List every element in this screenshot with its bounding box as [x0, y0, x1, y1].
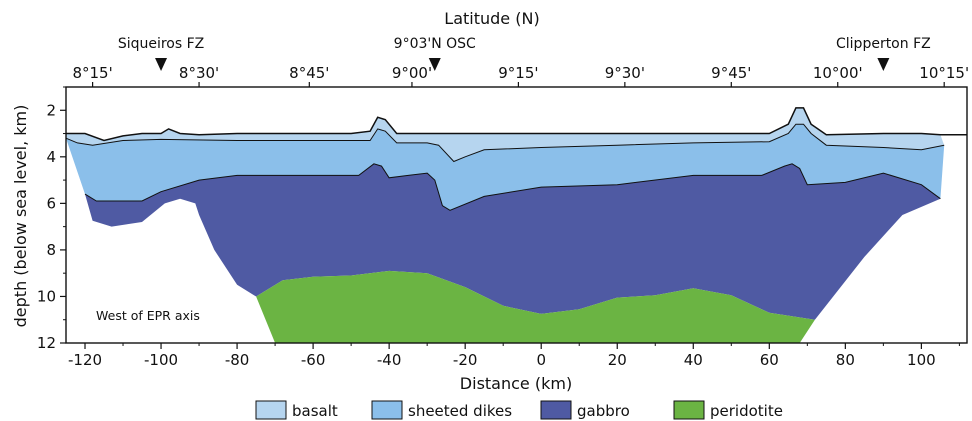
top-tick-label: 8°45': [289, 64, 329, 82]
y-tick-label: 12: [37, 334, 56, 352]
boundary-dikes-top: [65, 123, 945, 163]
top-tick-label: 9°00': [392, 64, 432, 82]
feature-triangle-icon: [877, 58, 890, 71]
top-tick-labels: 8°15' 8°30' 8°45' 9°00' 9°15' 9°30' 9°45' 10°00…: [72, 64, 969, 87]
x-tick-label: 20: [608, 351, 627, 369]
top-tick-label: 8°15': [72, 64, 112, 82]
x-axis-title: Distance (km): [460, 374, 572, 393]
x-axis: -120 -100 -80 -60 -40 -20 0 20 40 60 80 100: [68, 343, 960, 369]
top-tick-label: 9°45': [711, 64, 751, 82]
annotation-west-of-epr: West of EPR axis: [96, 308, 200, 323]
feature-label: Siqueiros FZ: [118, 36, 204, 52]
top-axis-title: Latitude (N): [444, 9, 539, 28]
legend: basalt sheeted dikes gabbro peridotite: [255, 400, 783, 420]
top-tick-label: 8°30': [179, 64, 219, 82]
y-tick-label: 2: [46, 101, 56, 119]
x-tick-label: -40: [377, 351, 402, 369]
legend-swatch: [371, 400, 403, 420]
legend-label: basalt: [292, 402, 338, 420]
legend-label: gabbro: [577, 402, 630, 420]
x-tick-label: 60: [760, 351, 779, 369]
feature-markers: Siqueiros FZ 9°03'N OSC Clipperton FZ: [118, 36, 931, 71]
x-tick-label: 100: [907, 351, 936, 369]
top-tick-label: 9°15': [498, 64, 538, 82]
top-axis: Latitude (N) 8°15' 8°30' 8°45' 9°00' 9°15' 9°…: [72, 9, 969, 87]
feature-triangle-icon: [155, 58, 168, 71]
boundary-seafloor: [66, 107, 967, 142]
plot-frame: [65, 86, 968, 344]
legend-label: sheeted dikes: [408, 402, 512, 420]
layer-gabbro: [85, 163, 941, 320]
layer-basalt: [66, 107, 945, 162]
top-tick-label: 10°00': [813, 64, 863, 82]
layer-areas: [66, 107, 945, 343]
legend-label: peridotite: [710, 402, 783, 420]
x-tick-label: -100: [144, 351, 178, 369]
y-tick-label: 4: [46, 148, 56, 166]
x-tick-label: 80: [836, 351, 855, 369]
boundary-gabbro-top: [84, 163, 941, 211]
y-axis-title: depth (below sea level, km): [11, 105, 30, 328]
feature-label: Clipperton FZ: [836, 36, 931, 52]
layer-sheeted-dikes: [66, 124, 945, 211]
x-tick-label: 0: [536, 351, 546, 369]
legend-swatch: [540, 400, 572, 420]
legend-swatch: [255, 400, 287, 420]
y-tick-label: 10: [37, 287, 56, 305]
y-tick-label: 6: [46, 194, 56, 212]
feature-triangle-icon: [428, 58, 441, 71]
layer-boundaries: [65, 107, 967, 211]
x-tick-label: -20: [453, 351, 478, 369]
x-tick-label: 40: [684, 351, 703, 369]
legend-swatch: [673, 400, 705, 420]
y-tick-label: 8: [46, 241, 56, 259]
top-tick-label: 9°30': [605, 64, 645, 82]
layer-peridotite: [256, 270, 815, 343]
x-tick-label: -120: [68, 351, 102, 369]
feature-label: 9°03'N OSC: [394, 36, 476, 52]
x-tick-label: -80: [225, 351, 250, 369]
y-axis: 2 4 6 8 10 12: [37, 86, 66, 352]
top-tick-label: 10°15': [919, 64, 969, 82]
x-tick-label: -60: [301, 351, 326, 369]
